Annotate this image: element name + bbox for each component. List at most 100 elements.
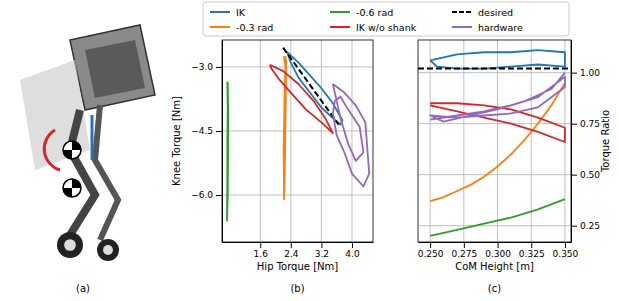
grid bbox=[418, 40, 571, 242]
x-axis: 1.6 2.4 3.2 4.0 bbox=[223, 242, 374, 259]
tick-mark bbox=[571, 175, 577, 176]
tick-label: 0.25 bbox=[580, 221, 600, 231]
legend-label: -0.3 rad bbox=[236, 22, 273, 33]
x-tick: 0.300 bbox=[485, 242, 511, 259]
x-tick: 2.4 bbox=[284, 242, 299, 259]
legend-entry: IK bbox=[210, 7, 246, 18]
legend-entry: -0.6 rad bbox=[330, 7, 393, 18]
legend: IK -0.3 rad -0.6 rad IK w/o shank desired har… bbox=[203, 2, 569, 36]
joint-marker bbox=[63, 141, 81, 159]
x-tick: 0.350 bbox=[553, 242, 579, 259]
grid-line bbox=[463, 40, 464, 242]
y-tick: −6.0 bbox=[191, 190, 222, 200]
grid-line bbox=[418, 123, 571, 124]
joint-quadrant bbox=[72, 179, 81, 188]
plot-frame bbox=[222, 40, 373, 242]
grid-line bbox=[418, 174, 571, 175]
y-axis: 1.00 0.75 0.50 0.25 bbox=[571, 41, 600, 243]
grid-line bbox=[497, 40, 498, 242]
tick-mark bbox=[571, 73, 577, 74]
tick-label: 1.00 bbox=[580, 68, 600, 78]
tick-mark bbox=[430, 242, 431, 248]
series-line bbox=[270, 65, 333, 133]
x-tick: 1.6 bbox=[254, 242, 269, 259]
series-line bbox=[430, 199, 565, 236]
y-axis: −3.0−4.5−6.0 bbox=[191, 41, 222, 243]
grid-line bbox=[351, 40, 352, 242]
tick-mark bbox=[291, 242, 292, 248]
y-tick: 0.25 bbox=[571, 221, 600, 231]
y-tick: 0.50 bbox=[571, 170, 600, 180]
x-tick: 0.250 bbox=[418, 242, 444, 259]
legend-entry: desired bbox=[452, 7, 513, 18]
grid-line bbox=[260, 40, 261, 242]
legend-swatch bbox=[452, 26, 472, 28]
legend-swatch bbox=[210, 11, 230, 13]
tick-mark bbox=[571, 124, 577, 125]
series-line bbox=[430, 73, 565, 122]
legend-entry: -0.3 rad bbox=[210, 22, 273, 33]
legend-swatch bbox=[330, 11, 350, 13]
plot-frame bbox=[418, 40, 571, 242]
x-tick: 3.2 bbox=[315, 242, 329, 259]
y-tick: 1.00 bbox=[571, 68, 600, 78]
legend-label: hardware bbox=[478, 22, 523, 33]
torque-arrow bbox=[44, 130, 60, 170]
tick-mark bbox=[216, 195, 222, 196]
robot-illustration bbox=[20, 25, 155, 261]
tick-label: −6.0 bbox=[191, 190, 213, 200]
joint-quadrant bbox=[72, 141, 81, 150]
tick-label: 0.275 bbox=[451, 249, 477, 259]
legend-label: IK bbox=[236, 7, 246, 18]
y-axis-title: Knee Torque [Nm] bbox=[171, 96, 182, 186]
legend-label: desired bbox=[478, 7, 513, 18]
chart: 0.250 0.275 0.300 0.325 0.350 1.00 0.75 0.50 0.2… bbox=[418, 40, 611, 294]
tick-label: 0.50 bbox=[580, 170, 600, 180]
robot-body-inner bbox=[85, 40, 145, 98]
axis-line bbox=[223, 242, 374, 243]
robot-leg bbox=[95, 105, 118, 240]
legend-label: IK w/o shank bbox=[356, 22, 417, 33]
tick-label: 0.250 bbox=[418, 249, 444, 259]
tick-label: 0.325 bbox=[519, 249, 545, 259]
tick-mark bbox=[216, 67, 222, 68]
tick-mark bbox=[498, 242, 499, 248]
wheel bbox=[97, 239, 119, 261]
series-line bbox=[227, 82, 228, 221]
tick-label: 1.6 bbox=[254, 249, 269, 259]
tick-mark bbox=[531, 242, 532, 248]
x-axis-title: Hip Torque [Nm] bbox=[257, 261, 338, 272]
tick-mark bbox=[464, 242, 465, 248]
axis-line bbox=[222, 41, 223, 243]
series-line bbox=[333, 84, 369, 186]
grid bbox=[222, 40, 373, 242]
legend-entry: hardware bbox=[452, 22, 523, 33]
legend-entry: IK w/o shank bbox=[330, 22, 417, 33]
joint-quadrant bbox=[63, 188, 72, 197]
panel-label: (c) bbox=[488, 283, 501, 294]
grid-line bbox=[430, 40, 431, 242]
x-tick: 4.0 bbox=[345, 242, 360, 259]
tick-label: 0.75 bbox=[580, 119, 600, 129]
tick-mark bbox=[352, 242, 353, 248]
joint-circle bbox=[63, 179, 81, 197]
joint-marker bbox=[63, 179, 81, 197]
tick-label: 3.2 bbox=[315, 249, 329, 259]
x-tick: 0.275 bbox=[451, 242, 477, 259]
joint-circle bbox=[63, 141, 81, 159]
chart: 1.6 2.4 3.2 4.0 −3.0−4.5−6.0 Hip Torque [Nm] K… bbox=[171, 40, 374, 294]
tick-mark bbox=[260, 242, 261, 248]
legend-swatch bbox=[330, 26, 350, 28]
panel-label: (b) bbox=[290, 283, 304, 294]
tick-mark bbox=[565, 242, 566, 248]
grid-line bbox=[321, 40, 322, 242]
robot-body bbox=[70, 25, 155, 110]
tick-mark bbox=[321, 242, 322, 248]
tick-label: 0.350 bbox=[553, 249, 579, 259]
wheel-hub bbox=[64, 239, 76, 251]
grid-line bbox=[418, 72, 571, 73]
tick-label: 2.4 bbox=[284, 249, 299, 259]
plot-area bbox=[227, 48, 369, 221]
wheel bbox=[57, 232, 83, 258]
tick-label: 0.300 bbox=[485, 249, 511, 259]
